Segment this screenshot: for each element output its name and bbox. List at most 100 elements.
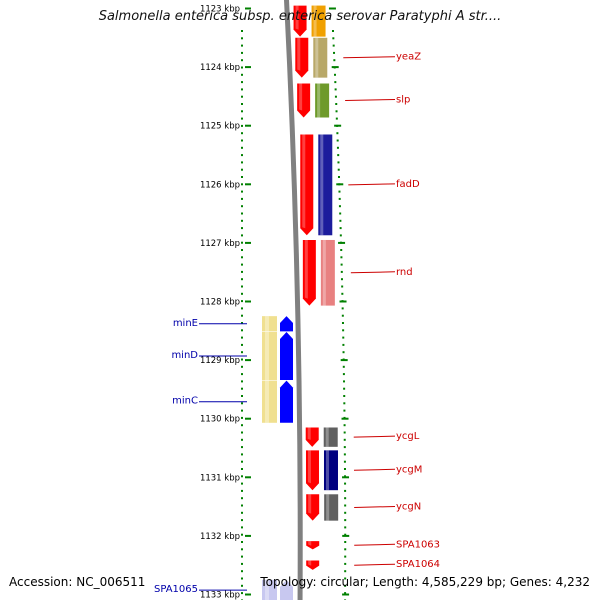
gene-category-box	[324, 494, 339, 521]
gene-category-highlight	[265, 380, 269, 423]
minor-tick	[241, 256, 243, 259]
gene-label: fadD	[396, 179, 420, 190]
minor-tick	[241, 205, 243, 208]
minor-tick	[241, 51, 243, 54]
minor-tick	[343, 424, 346, 427]
minor-tick	[341, 285, 344, 288]
minor-tick	[343, 460, 346, 463]
major-tick	[342, 593, 350, 596]
minor-tick	[241, 197, 243, 200]
axis-tick-label: 1130 kbp	[200, 415, 240, 425]
gene-label: yeaZ	[396, 52, 421, 63]
gene-category-highlight	[313, 5, 317, 37]
label-leader	[350, 271, 396, 274]
minor-tick	[241, 285, 243, 288]
minor-tick	[340, 278, 343, 281]
label-leader	[354, 543, 396, 546]
minor-tick	[241, 548, 243, 551]
minor-tick	[341, 307, 344, 310]
gene-unnamed	[293, 5, 326, 37]
gene-category-highlight	[326, 494, 330, 521]
gene-category-highlight	[315, 37, 319, 78]
tick-marks-left	[241, 7, 251, 600]
gene-label: minD	[171, 350, 198, 361]
minor-tick	[344, 504, 347, 507]
minor-tick	[241, 73, 243, 76]
axis-tick-label: 1131 kbp	[200, 473, 240, 483]
gene-category-box	[320, 239, 335, 306]
minor-tick	[241, 562, 243, 565]
minor-tick	[241, 460, 243, 463]
minor-tick	[241, 219, 243, 222]
minor-tick	[343, 387, 346, 390]
minor-tick	[335, 117, 338, 120]
gene-mind	[262, 331, 293, 381]
gene-label: minE	[173, 318, 198, 329]
minor-tick	[339, 219, 342, 222]
gene-label: SPA1065	[154, 584, 198, 595]
gene-arrow	[305, 427, 319, 447]
minor-tick	[335, 110, 338, 113]
gene-arrow-highlight	[302, 134, 306, 229]
minor-tick	[241, 183, 243, 186]
gene-ycgm	[305, 450, 338, 491]
axis-tick-label: 1133 kbp	[200, 591, 240, 600]
gene-category-box	[262, 380, 277, 423]
major-tick	[245, 534, 251, 537]
minor-tick	[344, 526, 347, 529]
gene-arrow	[280, 316, 293, 332]
minor-tick	[332, 44, 335, 47]
gene-category-highlight	[265, 316, 269, 332]
minor-tick	[337, 176, 340, 178]
minor-tick	[344, 489, 347, 492]
minor-tick	[343, 431, 346, 434]
minor-tick	[241, 190, 243, 193]
minor-tick	[241, 154, 243, 157]
minor-tick	[241, 44, 243, 47]
label-leader	[343, 56, 396, 59]
gene-arrow	[300, 134, 314, 236]
minor-tick	[241, 453, 243, 456]
minor-tick	[241, 329, 243, 332]
major-tick	[328, 7, 336, 10]
minor-tick	[333, 51, 336, 54]
minor-tick	[241, 373, 243, 376]
gene-ycgl	[305, 427, 338, 447]
minor-tick	[241, 592, 243, 595]
minor-tick	[344, 482, 347, 485]
minor-tick	[241, 475, 243, 478]
minor-tick	[241, 110, 243, 113]
axis-tick-label: 1128 kbp	[200, 298, 240, 308]
minor-tick	[241, 570, 243, 573]
minor-tick	[338, 190, 341, 193]
gene-arrow	[280, 579, 293, 600]
axis-tick-label: 1129 kbp	[200, 356, 240, 366]
minor-tick	[344, 562, 347, 565]
minor-tick	[340, 249, 343, 251]
gene-arrow-highlight	[308, 560, 312, 566]
minor-tick	[241, 438, 243, 441]
minor-tick	[241, 168, 243, 171]
gene-spa1063	[306, 541, 320, 550]
gene-category-box	[311, 5, 326, 37]
minor-tick	[241, 81, 243, 84]
minor-tick	[241, 59, 243, 62]
minor-tick	[344, 541, 347, 543]
minor-tick	[338, 197, 341, 200]
minor-tick	[241, 95, 243, 98]
gene-arrow	[306, 494, 320, 521]
tick-marks-right	[328, 7, 350, 600]
gene-arrow-highlight	[304, 239, 308, 299]
axis-tick-label: 1126 kbp	[200, 180, 240, 190]
minor-tick	[343, 438, 346, 441]
gene-category-highlight	[265, 331, 269, 381]
gene-ycgn	[306, 494, 339, 521]
minor-tick	[241, 124, 243, 127]
genome-backbone	[284, 0, 303, 600]
minor-tick	[241, 292, 243, 295]
gene-arrow-highlight	[307, 450, 311, 484]
gene-category-highlight	[317, 83, 321, 118]
minor-tick	[337, 161, 340, 164]
